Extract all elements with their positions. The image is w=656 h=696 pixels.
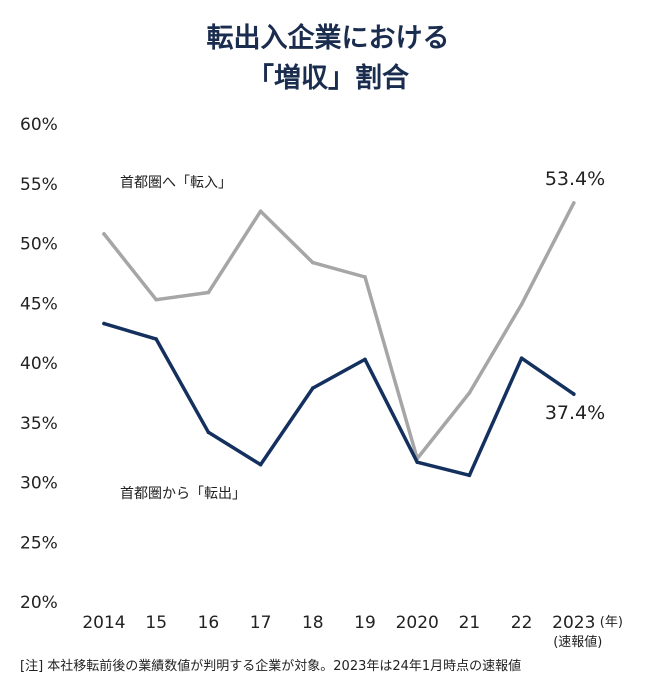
x-tick-label: 2020 xyxy=(396,613,439,633)
data-point xyxy=(467,391,472,395)
y-tick-label: 45% xyxy=(20,294,58,314)
x-tick-label: 2023 xyxy=(552,613,595,633)
series-line-1 xyxy=(102,201,576,461)
data-point xyxy=(206,290,211,295)
y-tick-label: 60% xyxy=(20,115,58,135)
x-axis-ticks: 2014 15 16 17 18 19 2020 21 22 2023 (年) (速報値) xyxy=(82,613,623,650)
data-point xyxy=(363,275,367,279)
end-value-label-outbound: 37.4% xyxy=(545,402,605,424)
x-tick-label: 15 xyxy=(145,613,167,633)
y-tick-label: 50% xyxy=(20,235,58,255)
data-point xyxy=(154,297,158,302)
y-tick-label: 25% xyxy=(20,533,58,553)
x-tick-label: 19 xyxy=(354,613,376,633)
y-tick-label: 55% xyxy=(20,175,58,195)
data-point xyxy=(572,201,576,205)
footnote: [注] 本社移転前後の業績数値が判明する企業が対象。2023年は24年1月時点の… xyxy=(20,659,522,674)
y-tick-label: 20% xyxy=(20,593,58,613)
x-tick-label: 16 xyxy=(198,613,220,633)
x-axis-note: (速報値) xyxy=(553,634,602,650)
data-point xyxy=(519,356,524,361)
y-tick-label: 35% xyxy=(20,414,58,434)
end-value-label-inbound: 53.4% xyxy=(545,168,605,190)
data-point xyxy=(363,357,367,362)
series-labels: 首都圏へ「転入」首都圏から「転出」 53.4% 37.4% xyxy=(120,168,605,502)
series-name-label-outbound: 首都圏から「転出」 xyxy=(120,486,246,502)
series-name-label-inbound: 首都圏へ「転入」 xyxy=(120,175,232,191)
y-tick-label: 30% xyxy=(20,474,58,494)
data-point xyxy=(258,462,263,467)
y-axis-ticks: 60% 55% 50% 45% 40% 35% 30% 25% 20% xyxy=(20,115,58,613)
data-point xyxy=(572,392,576,396)
data-point xyxy=(519,302,524,307)
x-axis-unit: (年) xyxy=(600,615,623,630)
x-tick-label: 18 xyxy=(302,613,324,633)
data-point xyxy=(311,386,315,390)
data-point xyxy=(258,209,263,214)
series-lines xyxy=(102,201,576,478)
data-point xyxy=(311,260,315,265)
data-point xyxy=(206,430,211,435)
data-point xyxy=(102,232,106,236)
x-tick-label: 2014 xyxy=(82,613,125,633)
x-tick-label: 21 xyxy=(459,613,481,633)
data-point xyxy=(154,337,158,341)
data-point xyxy=(467,473,472,478)
y-tick-label: 40% xyxy=(20,354,58,374)
data-point xyxy=(102,321,106,326)
chart-title-line-2: 「増収」割合 xyxy=(247,63,409,94)
data-point xyxy=(415,460,420,464)
x-tick-label: 17 xyxy=(250,613,272,633)
x-tick-label: 22 xyxy=(511,613,533,633)
series-line-2 xyxy=(102,321,576,478)
chart-title-line-1: 転出入企業における xyxy=(206,23,450,54)
